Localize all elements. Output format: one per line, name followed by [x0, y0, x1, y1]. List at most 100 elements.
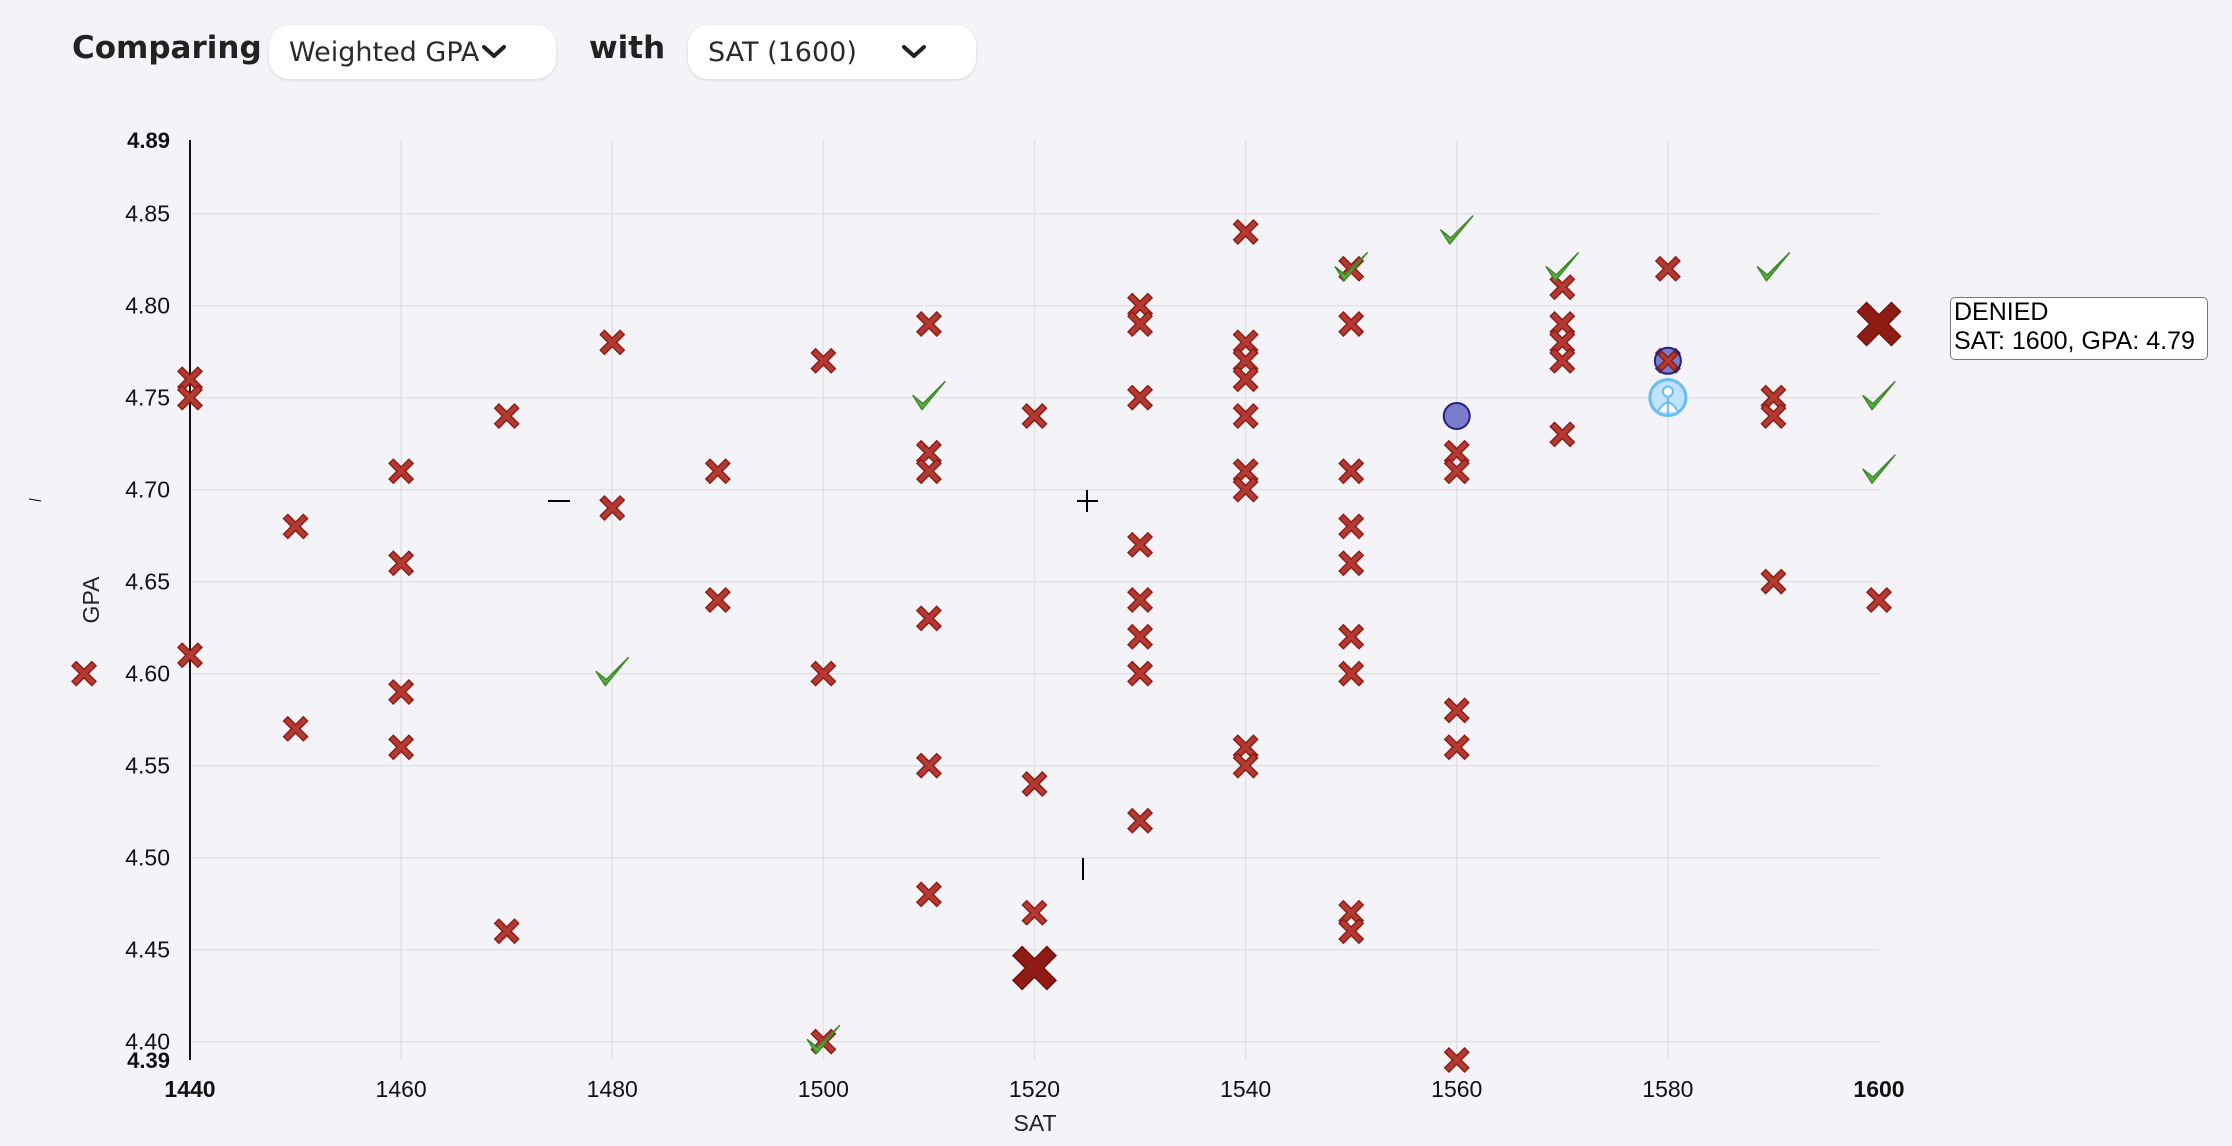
denied-x-icon	[1338, 458, 1365, 485]
denied-x-icon	[1232, 402, 1259, 430]
y-tick-label: 4.89	[127, 128, 170, 153]
y-axis-title: GPA	[78, 576, 104, 624]
denied-x-icon	[1021, 402, 1048, 430]
denied-x-icon	[1127, 586, 1154, 614]
denied-x-icon	[1549, 329, 1576, 356]
denied-x-icon	[810, 347, 837, 374]
axis-labels: SAT GPA	[78, 576, 1057, 1136]
comparing-label: Comparing	[72, 30, 262, 66]
chevron-down-icon	[481, 25, 507, 79]
denied-x-icon	[1127, 310, 1154, 338]
test-select[interactable]: SAT (1600)	[688, 25, 976, 79]
x-tick-label: 1500	[798, 1076, 849, 1102]
metric-select[interactable]: Weighted GPA	[269, 25, 556, 79]
tooltip-detail: SAT: 1600, GPA: 4.79	[1954, 327, 2195, 355]
accepted-check-icon	[1545, 252, 1580, 282]
y-tick-label: 4.39	[127, 1048, 170, 1073]
waitlisted-dot-icon	[1442, 402, 1471, 430]
denied-x-icon	[1127, 531, 1154, 558]
denied-x-icon	[1443, 697, 1470, 724]
denied-x-icon	[915, 752, 942, 779]
denied-x-icon	[493, 402, 520, 430]
x-tick-label: 1560	[1431, 1076, 1482, 1102]
denied-x-icon	[1232, 366, 1259, 393]
x-tick-label: 1520	[1009, 1076, 1060, 1102]
denied-x-icon	[1760, 568, 1787, 595]
denied-x-icon	[810, 660, 837, 687]
test-select-value: SAT (1600)	[708, 36, 857, 68]
denied-x-icon	[1232, 752, 1259, 779]
denied-highlight-x-icon	[1011, 945, 1058, 991]
x-tick-label: 1480	[587, 1076, 638, 1102]
denied-x-icon	[1127, 807, 1154, 834]
tooltip-status: DENIED	[1954, 298, 2049, 326]
accepted-check-icon	[1862, 380, 1896, 411]
denied-x-icon	[282, 715, 309, 742]
denied-x-icon	[1232, 347, 1259, 374]
accepted-check-icon	[806, 1024, 841, 1055]
x-tick-label: 1580	[1642, 1076, 1693, 1102]
accepted-check-icon	[912, 380, 946, 411]
accepted-check-icon	[1334, 252, 1368, 282]
accepted-check-icon	[1440, 215, 1474, 245]
denied-x-icon	[599, 329, 626, 356]
axes: 4.89 4.85 4.80 4.75 4.70 4.65 4.60 4.55 4.50 4.45…	[125, 128, 1904, 1102]
denied-x-icon	[388, 678, 415, 706]
denied-x-icon	[704, 458, 731, 485]
denied-x-icon	[599, 494, 626, 522]
grid-lines	[190, 140, 1879, 1060]
denied-x-icon	[1338, 513, 1365, 540]
denied-x-icon	[1021, 899, 1048, 926]
denied-x-icon	[915, 605, 942, 632]
denied-x-icon	[1232, 734, 1259, 761]
denied-highlight-x-icon	[1856, 301, 1902, 347]
denied-x-icon	[1338, 660, 1365, 687]
chevron-down-icon	[901, 25, 927, 79]
denied-x-icon	[704, 586, 731, 614]
denied-x-icon	[1443, 439, 1470, 466]
denied-x-icon	[1549, 274, 1576, 301]
outside-range-denied-x-icon	[70, 660, 98, 687]
denied-x-icon	[1338, 623, 1365, 650]
stray-tick	[28, 498, 42, 502]
point-tooltip: DENIED SAT: 1600, GPA: 4.79	[1950, 297, 2208, 360]
denied-x-icon	[915, 439, 942, 466]
denied-x-icon	[176, 642, 204, 669]
x-tick-label: 1600	[1853, 1076, 1904, 1102]
y-tick-label: 4.45	[125, 937, 170, 963]
denied-x-icon	[1549, 347, 1576, 374]
crosshair-cursor	[28, 490, 1098, 880]
y-tick-label: 4.60	[125, 661, 170, 687]
denied-x-icon	[1338, 918, 1365, 945]
x-tick-label: 1540	[1220, 1076, 1271, 1102]
metric-select-value: Weighted GPA	[289, 36, 480, 68]
y-tick-label: 4.75	[125, 385, 170, 411]
denied-x-icon	[282, 513, 309, 540]
denied-x-icon	[915, 881, 942, 908]
denied-x-icon	[1338, 899, 1365, 926]
denied-x-icon	[915, 458, 942, 485]
denied-x-icon	[388, 550, 415, 577]
x-axis-title: SAT	[1013, 1110, 1056, 1136]
denied-x-icon	[1654, 255, 1681, 282]
denied-x-icon	[176, 384, 204, 411]
y-tick-label: 4.50	[125, 845, 170, 871]
y-tick-label: 4.40	[125, 1029, 170, 1055]
denied-x-icon	[1443, 734, 1470, 761]
denied-x-icon	[176, 366, 204, 393]
denied-x-icon	[388, 734, 415, 761]
denied-x-icon	[1657, 350, 1679, 372]
y-tick-label: 4.80	[125, 293, 170, 319]
data-points	[70, 215, 1902, 1074]
y-tick-label: 4.85	[125, 201, 170, 227]
denied-x-icon	[1443, 458, 1470, 485]
denied-x-icon	[1760, 402, 1787, 430]
denied-x-icon	[1232, 218, 1259, 246]
denied-x-icon	[1865, 586, 1893, 614]
accepted-check-icon	[595, 656, 629, 687]
denied-x-icon	[1549, 421, 1576, 448]
denied-x-icon	[915, 310, 942, 338]
denied-x-icon	[1338, 550, 1365, 577]
with-label: with	[589, 30, 666, 66]
